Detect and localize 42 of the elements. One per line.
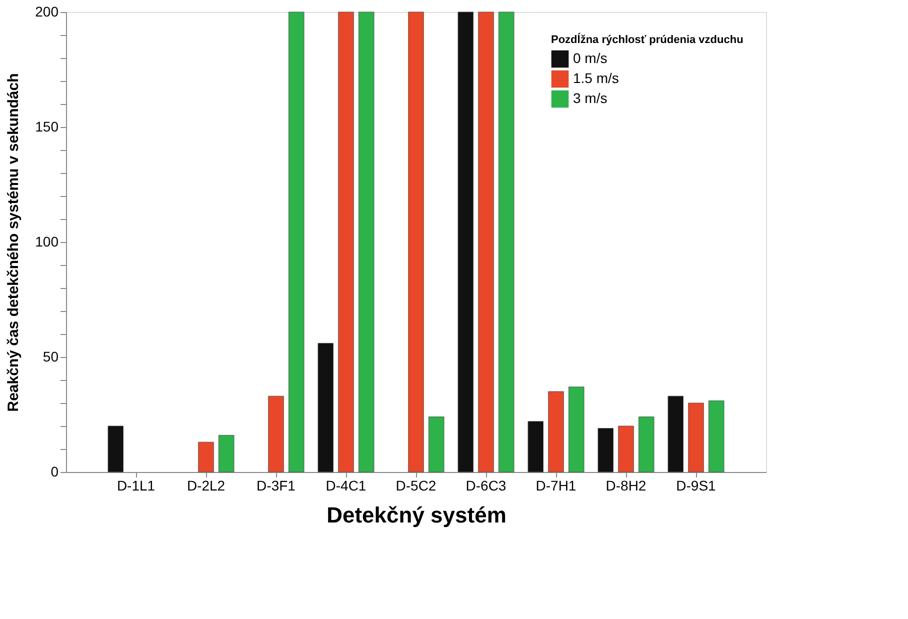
bar [428,416,444,472]
bar [198,442,214,472]
x-tick-label: D-3F1 [256,478,296,494]
bar [108,426,124,472]
bar [498,12,514,472]
legend-label: 1.5 m/s [573,70,619,86]
legend-title: Pozdĺžna rýchlosť prúdenia vzduchu [551,32,744,46]
y-tick-label: 0 [50,464,59,480]
x-axis-title: Detekčný systém [326,502,506,528]
bar [688,402,704,472]
bar [338,12,354,472]
bar [528,421,544,472]
bar [568,386,584,472]
x-tick-label: D-5C2 [396,478,436,494]
x-tick-label: D-2L2 [186,478,226,494]
bar [548,391,564,472]
bar [708,400,724,472]
bar [638,416,654,472]
y-tick-label: 150 [35,118,59,134]
bar [598,428,614,472]
x-tick-label: D-4C1 [326,478,366,494]
bar [268,396,284,472]
y-tick-label: 200 [35,4,59,20]
y-axis-title: Reakčný čas detekčného systému v sekundách [5,73,22,412]
x-tick-label: D-7H1 [536,478,576,494]
bar [288,12,304,472]
bar [478,12,494,472]
y-tick-label: 100 [35,234,59,250]
legend-label: 3 m/s [573,90,608,106]
x-tick-label: D-6C3 [466,478,506,494]
bar [458,12,474,472]
bar [318,342,334,472]
x-tick-label: D-1L1 [116,478,156,494]
legend-label: 0 m/s [573,50,608,66]
bar [668,396,684,472]
x-tick-label: D-9S1 [676,478,716,494]
bar [218,434,234,472]
y-tick-label: 50 [42,348,59,364]
bar [358,12,374,472]
bar [408,12,424,472]
bar [618,426,634,472]
x-tick-label: D-8H2 [606,478,646,494]
